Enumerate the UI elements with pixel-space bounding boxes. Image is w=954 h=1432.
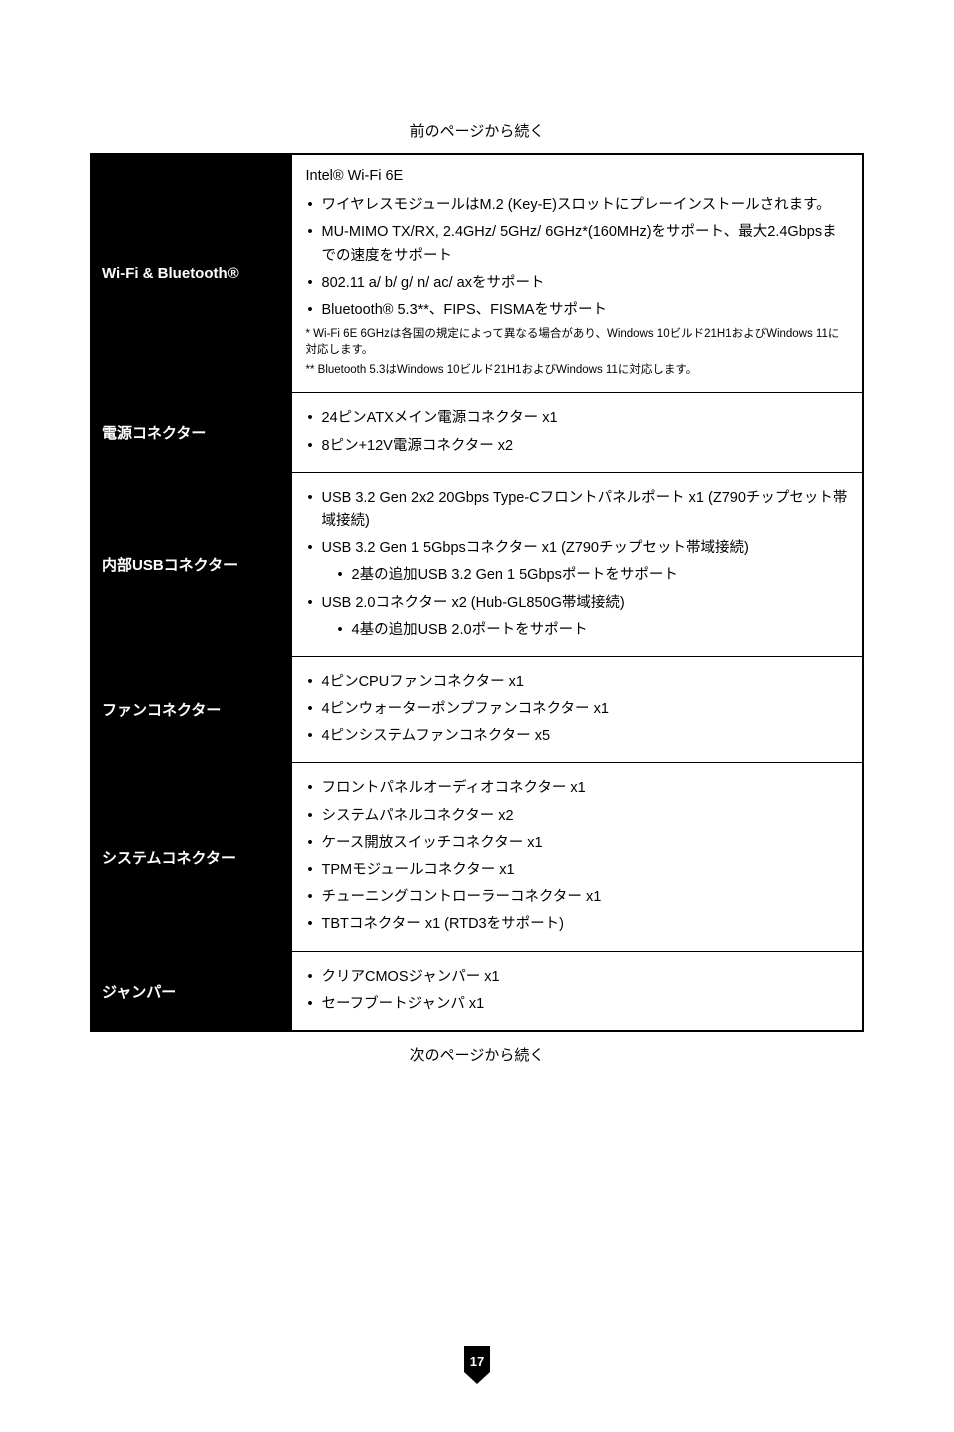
table-row: ファンコネクター 4ピンCPUファンコネクター x1 4ピンウォーターポンプファ… (91, 656, 863, 763)
list-item: MU-MIMO TX/RX, 2.4GHz/ 5GHz/ 6GHz*(160MH… (306, 221, 849, 267)
row-content-wifi: Intel® Wi-Fi 6E ワイヤレスモジュールはM.2 (Key-E)スロ… (291, 154, 863, 393)
continue-from-prev: 前のページから続く (90, 120, 864, 141)
table-row: Wi-Fi & Bluetooth® Intel® Wi-Fi 6E ワイヤレス… (91, 154, 863, 393)
page-number-text: 17 (470, 1354, 484, 1369)
row-header-power: 電源コネクター (91, 393, 291, 472)
list-item: システムパネルコネクター x2 (306, 805, 849, 828)
row-header-wifi: Wi-Fi & Bluetooth® (91, 154, 291, 393)
list-item: 802.11 a/ b/ g/ n/ ac/ axをサポート (306, 272, 849, 295)
row-content-system: フロントパネルオーディオコネクター x1 システムパネルコネクター x2 ケース… (291, 763, 863, 951)
page-number-badge: 17 (460, 1346, 494, 1384)
spec-table: Wi-Fi & Bluetooth® Intel® Wi-Fi 6E ワイヤレス… (90, 153, 864, 1032)
table-row: 内部USBコネクター USB 3.2 Gen 2x2 20Gbps Type-C… (91, 472, 863, 656)
list-item: TPMモジュールコネクター x1 (306, 859, 849, 882)
list-item: Bluetooth® 5.3**、FIPS、FISMAをサポート (306, 299, 849, 322)
row-content-usb: USB 3.2 Gen 2x2 20Gbps Type-Cフロントパネルポート … (291, 472, 863, 656)
list-sub-item: 2基の追加USB 3.2 Gen 1 5Gbpsポートをサポート (336, 564, 849, 587)
list-item: USB 2.0コネクター x2 (Hub-GL850G帯域接続) 4基の追加US… (306, 592, 849, 642)
row-content-power: 24ピンATXメイン電源コネクター x1 8ピン+12V電源コネクター x2 (291, 393, 863, 472)
list-item-text: USB 2.0コネクター x2 (Hub-GL850G帯域接続) (322, 595, 625, 611)
footnote: * Wi-Fi 6E 6GHzは各国の規定によって異なる場合があり、Window… (306, 326, 849, 358)
list-item: 4ピンCPUファンコネクター x1 (306, 671, 849, 694)
list-sub-item: 4基の追加USB 2.0ポートをサポート (336, 619, 849, 642)
list-item: ワイヤレスモジュールはM.2 (Key-E)スロットにプレーインストールされます… (306, 194, 849, 217)
table-row: システムコネクター フロントパネルオーディオコネクター x1 システムパネルコネ… (91, 763, 863, 951)
row-header-fan: ファンコネクター (91, 656, 291, 763)
list-item: USB 3.2 Gen 2x2 20Gbps Type-Cフロントパネルポート … (306, 487, 849, 533)
wifi-intro: Intel® Wi-Fi 6E (306, 165, 849, 188)
row-header-system: システムコネクター (91, 763, 291, 951)
list-item: 4ピンシステムファンコネクター x5 (306, 725, 849, 748)
list-item: 4ピンウォーターポンプファンコネクター x1 (306, 698, 849, 721)
table-row: 電源コネクター 24ピンATXメイン電源コネクター x1 8ピン+12V電源コネ… (91, 393, 863, 472)
continue-to-next: 次のページから続く (90, 1044, 864, 1065)
list-item: クリアCMOSジャンパー x1 (306, 966, 849, 989)
row-content-fan: 4ピンCPUファンコネクター x1 4ピンウォーターポンプファンコネクター x1… (291, 656, 863, 763)
list-item: 24ピンATXメイン電源コネクター x1 (306, 407, 849, 430)
footnote: ** Bluetooth 5.3はWindows 10ビルド21H1およびWin… (306, 362, 849, 378)
list-item: フロントパネルオーディオコネクター x1 (306, 777, 849, 800)
row-content-jumper: クリアCMOSジャンパー x1 セーフブートジャンパ x1 (291, 951, 863, 1031)
list-item: セーフブートジャンパ x1 (306, 993, 849, 1016)
list-item: 8ピン+12V電源コネクター x2 (306, 435, 849, 458)
row-header-usb: 内部USBコネクター (91, 472, 291, 656)
list-item: TBTコネクター x1 (RTD3をサポート) (306, 913, 849, 936)
list-item: チューニングコントローラーコネクター x1 (306, 886, 849, 909)
list-item-text: USB 3.2 Gen 1 5Gbpsコネクター x1 (Z790チップセット帯… (322, 540, 749, 556)
row-header-jumper: ジャンパー (91, 951, 291, 1031)
list-item: USB 3.2 Gen 1 5Gbpsコネクター x1 (Z790チップセット帯… (306, 537, 849, 587)
table-row: ジャンパー クリアCMOSジャンパー x1 セーフブートジャンパ x1 (91, 951, 863, 1031)
list-item: ケース開放スイッチコネクター x1 (306, 832, 849, 855)
